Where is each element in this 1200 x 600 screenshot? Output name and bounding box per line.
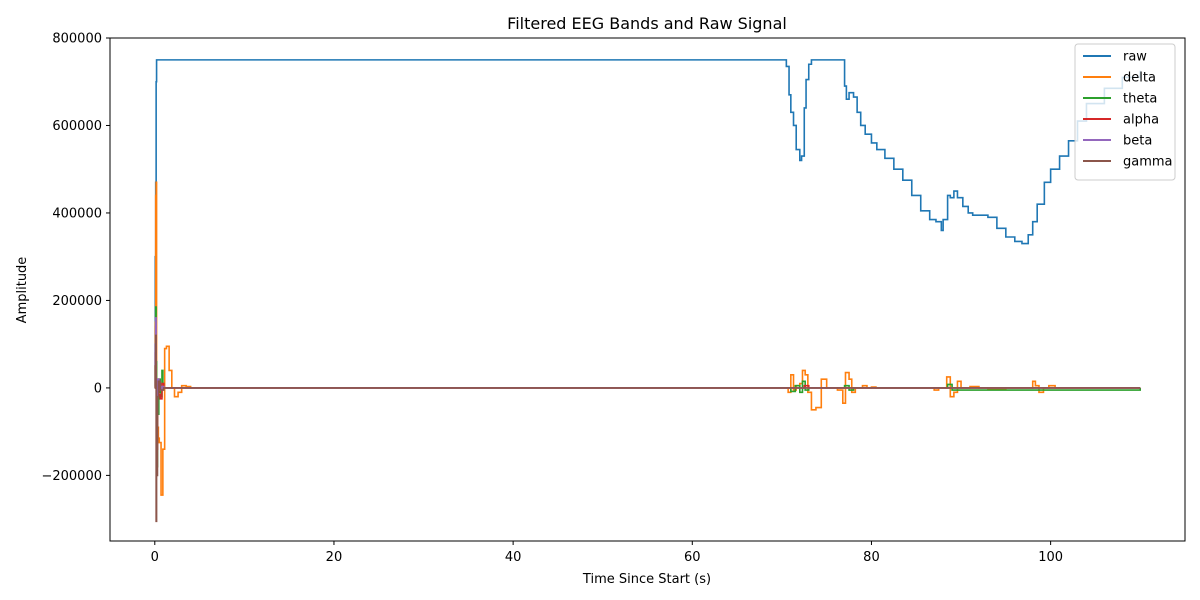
y-tick-label: −200000: [41, 469, 102, 484]
y-tick-label: 200000: [52, 294, 102, 309]
plot-frame: [109, 37, 1186, 542]
y-axis: −200000 0 200000 400000 600000 800000: [41, 32, 110, 484]
x-tick-label: 80: [863, 550, 880, 565]
x-tick-label: 100: [1038, 550, 1063, 565]
legend-label-alpha: alpha: [1123, 113, 1159, 128]
x-axis: 0 20 40 60 80 100: [151, 541, 1063, 565]
x-tick-label: 60: [684, 550, 701, 565]
y-tick-label: 600000: [52, 119, 102, 134]
series-layer: [154, 59, 1142, 523]
legend: raw delta theta alpha beta gamma: [1074, 43, 1176, 181]
x-axis-label: Time Since Start (s): [582, 572, 711, 587]
x-tick-label: 0: [151, 550, 159, 565]
legend-label-delta: delta: [1123, 71, 1156, 86]
y-tick-label: 0: [94, 381, 102, 396]
series-line-delta: [154, 181, 1141, 496]
x-tick-label: 20: [326, 550, 343, 565]
y-axis-label: Amplitude: [15, 257, 30, 324]
series-line-theta: [154, 306, 1142, 468]
x-tick-label: 40: [505, 550, 522, 565]
legend-label-beta: beta: [1123, 134, 1152, 149]
legend-label-gamma: gamma: [1123, 155, 1173, 170]
legend-label-raw: raw: [1123, 50, 1147, 65]
series-line-beta: [154, 317, 1141, 415]
series-line-raw: [154, 59, 1142, 387]
series-line-gamma: [154, 334, 1141, 523]
y-tick-label: 800000: [52, 32, 102, 47]
y-tick-label: 400000: [52, 206, 102, 221]
chart-title: Filtered EEG Bands and Raw Signal: [507, 14, 787, 33]
legend-label-theta: theta: [1123, 92, 1157, 107]
